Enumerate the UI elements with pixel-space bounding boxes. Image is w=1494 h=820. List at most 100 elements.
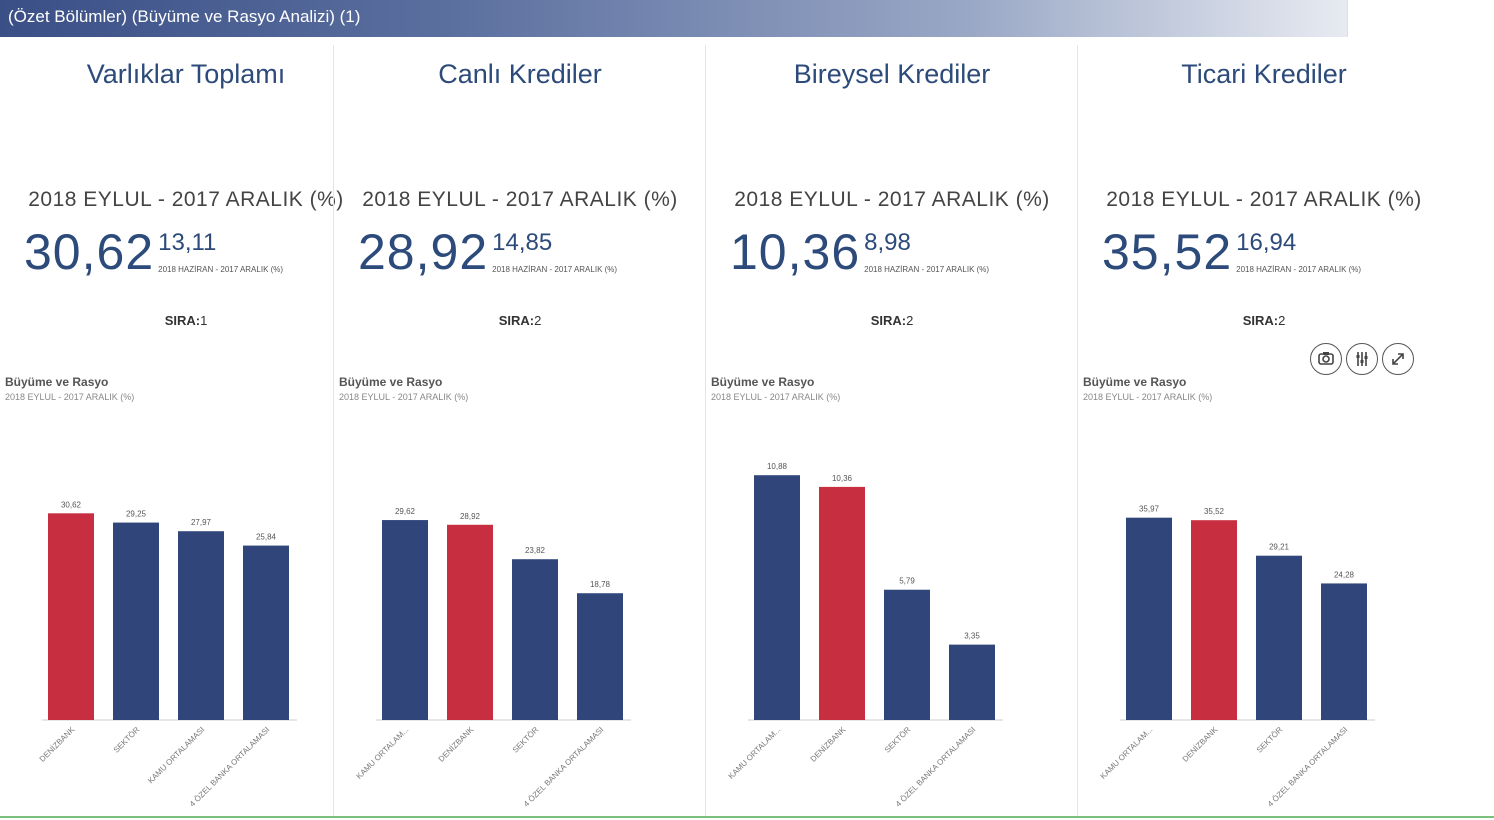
category-label: 4 ÖZEL BANKA ORTALAMASI — [188, 725, 272, 809]
bar[interactable] — [1321, 583, 1367, 720]
panel-ticari-krediler[interactable]: Ticari Krediler 2018 EYLUL - 2017 ARALIK… — [1077, 45, 1450, 817]
bar[interactable] — [1126, 517, 1172, 720]
kpi-sub-value: 14,85 — [492, 229, 553, 256]
category-label: DENİZBANK — [437, 725, 476, 764]
category-label: KAMU ORTALAM... — [1099, 725, 1155, 781]
period-label: 2018 EYLUL - 2017 ARALIK (%) — [734, 188, 1050, 211]
chart-subtitle: 2018 EYLUL - 2017 ARALIK (%) — [711, 392, 841, 402]
rank-value: 2 — [534, 313, 542, 328]
bar[interactable] — [754, 475, 800, 720]
category-label: 4 ÖZEL BANKA ORTALAMASI — [1266, 725, 1350, 809]
bar-value-label: 23,82 — [525, 546, 546, 555]
bar[interactable] — [819, 486, 865, 720]
panel-varliklar[interactable]: Varlıklar Toplamı 2018 EYLUL - 2017 ARAL… — [0, 45, 372, 817]
kpi-main-value: 30,62 — [24, 224, 155, 280]
rank-text: SIRA: — [498, 313, 535, 328]
panel-title: Ticari Krediler — [1181, 59, 1347, 89]
bar[interactable] — [512, 559, 558, 720]
bar[interactable] — [48, 513, 94, 720]
expand-icon[interactable] — [1382, 343, 1414, 375]
kpi-sub-value: 8,98 — [864, 229, 911, 256]
period-label: 2018 EYLUL - 2017 ARALIK (%) — [1106, 188, 1422, 211]
panel-canli-krediler[interactable]: Canlı Krediler 2018 EYLUL - 2017 ARALIK … — [333, 45, 706, 817]
kpi-main-value: 10,36 — [730, 224, 861, 280]
bar-value-label: 25,84 — [256, 533, 277, 542]
rank-value: 2 — [1278, 313, 1286, 328]
rank-value: 1 — [200, 313, 208, 328]
kpi-panels: Varlıklar Toplamı 2018 EYLUL - 2017 ARAL… — [0, 37, 1494, 817]
camera-icon[interactable] — [1310, 343, 1342, 375]
chart-title: Büyüme ve Rasyo — [711, 375, 815, 389]
category-label: 4 ÖZEL BANKA ORTALAMASI — [894, 725, 978, 809]
bar[interactable] — [113, 522, 159, 720]
rank-label: SIRA:1 — [0, 313, 372, 328]
category-label: DENİZBANK — [1181, 725, 1220, 764]
chart-title: Büyüme ve Rasyo — [339, 375, 443, 389]
chart-subtitle: 2018 EYLUL - 2017 ARALIK (%) — [1083, 392, 1213, 402]
bar-chart[interactable]: 30,62 DENİZBANK 29,25 SEKTÖR 27,97 KAMU ORTAL… — [0, 425, 372, 815]
rank-text: SIRA: — [164, 313, 201, 328]
bar-chart[interactable]: 10,88 KAMU ORTALAM... 10,36 DENİZBANK 5,79 SE… — [706, 425, 1078, 815]
bar-value-label: 29,21 — [1269, 543, 1290, 552]
bar[interactable] — [884, 589, 930, 720]
bar[interactable] — [1191, 520, 1237, 720]
category-label: SEKTÖR — [1255, 725, 1285, 755]
category-label: KAMU ORTALAMASI — [146, 725, 206, 785]
sliders-icon[interactable] — [1346, 343, 1378, 375]
category-label: KAMU ORTALAM... — [727, 725, 783, 781]
category-label: SEKTÖR — [511, 725, 541, 755]
bar-value-label: 29,25 — [126, 510, 147, 519]
chart-toolbar — [1310, 343, 1414, 379]
bar[interactable] — [1256, 555, 1302, 720]
rank-label: SIRA:2 — [706, 313, 1078, 328]
bar-value-label: 30,62 — [61, 500, 82, 509]
kpi-sub-note: 2018 HAZİRAN - 2017 ARALIK (%) — [1236, 265, 1362, 274]
panel-bireysel-krediler[interactable]: Bireysel Krediler 2018 EYLUL - 2017 ARAL… — [705, 45, 1078, 817]
bar-value-label: 3,35 — [964, 632, 980, 641]
category-label: DENİZBANK — [38, 725, 77, 764]
sheet-title: (Özet Bölümler) (Büyüme ve Rasyo Analizi… — [8, 7, 361, 26]
bar[interactable] — [949, 644, 995, 720]
panel-title: Varlıklar Toplamı — [86, 59, 286, 89]
chart-title: Büyüme ve Rasyo — [1083, 375, 1187, 389]
header-right-area — [1347, 0, 1494, 37]
kpi-sub-note: 2018 HAZİRAN - 2017 ARALIK (%) — [158, 265, 284, 274]
bar-value-label: 10,36 — [832, 474, 853, 483]
rank-text: SIRA: — [870, 313, 907, 328]
chart-subtitle: 2018 EYLUL - 2017 ARALIK (%) — [339, 392, 469, 402]
category-label: SEKTÖR — [112, 725, 142, 755]
bar-chart[interactable]: 29,62 KAMU ORTALAM... 28,92 DENİZBANK 23,82 S… — [334, 425, 706, 815]
rank-value: 2 — [906, 313, 914, 328]
bar[interactable] — [243, 545, 289, 720]
category-label: KAMU ORTALAM... — [355, 725, 411, 781]
chart-subtitle: 2018 EYLUL - 2017 ARALIK (%) — [5, 392, 135, 402]
kpi-sub-value: 16,94 — [1236, 229, 1297, 256]
panel-title: Bireysel Krediler — [793, 59, 991, 89]
kpi-sub-note: 2018 HAZİRAN - 2017 ARALIK (%) — [492, 265, 618, 274]
bar-value-label: 35,52 — [1204, 507, 1225, 516]
bottom-border — [0, 816, 1494, 818]
kpi-sub-value: 13,11 — [158, 229, 217, 256]
kpi-main-value: 35,52 — [1102, 224, 1233, 280]
sheet-header: (Özet Bölümler) (Büyüme ve Rasyo Analizi… — [0, 0, 1494, 37]
bar-value-label: 27,97 — [191, 518, 212, 527]
bar[interactable] — [577, 593, 623, 720]
bar-value-label: 35,97 — [1139, 505, 1160, 514]
bar-value-label: 29,62 — [395, 507, 416, 516]
category-label: SEKTÖR — [883, 725, 913, 755]
category-label: DENİZBANK — [809, 725, 848, 764]
chart-title: Büyüme ve Rasyo — [5, 375, 109, 389]
kpi-main-value: 28,92 — [358, 224, 489, 280]
bar[interactable] — [382, 520, 428, 720]
bar[interactable] — [178, 531, 224, 720]
bar-value-label: 24,28 — [1334, 570, 1355, 579]
bar-chart[interactable]: 35,97 KAMU ORTALAM... 35,52 DENİZBANK 29,21 S… — [1078, 425, 1450, 815]
bar-value-label: 18,78 — [590, 580, 611, 589]
kpi-sub-note: 2018 HAZİRAN - 2017 ARALIK (%) — [864, 265, 990, 274]
period-label: 2018 EYLUL - 2017 ARALIK (%) — [28, 188, 344, 211]
rank-label: SIRA:2 — [1078, 313, 1450, 328]
rank-text: SIRA: — [1242, 313, 1279, 328]
rank-label: SIRA:2 — [334, 313, 706, 328]
bar[interactable] — [447, 524, 493, 720]
category-label: 4 ÖZEL BANKA ORTALAMASI — [522, 725, 606, 809]
